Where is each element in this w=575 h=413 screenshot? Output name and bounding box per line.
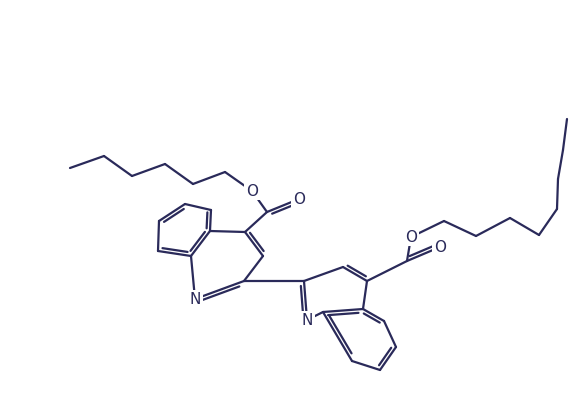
Text: O: O: [405, 230, 417, 245]
Text: N: N: [301, 313, 313, 328]
Text: O: O: [434, 240, 446, 255]
Text: O: O: [293, 192, 305, 207]
Text: N: N: [189, 292, 201, 307]
Text: O: O: [246, 184, 258, 199]
